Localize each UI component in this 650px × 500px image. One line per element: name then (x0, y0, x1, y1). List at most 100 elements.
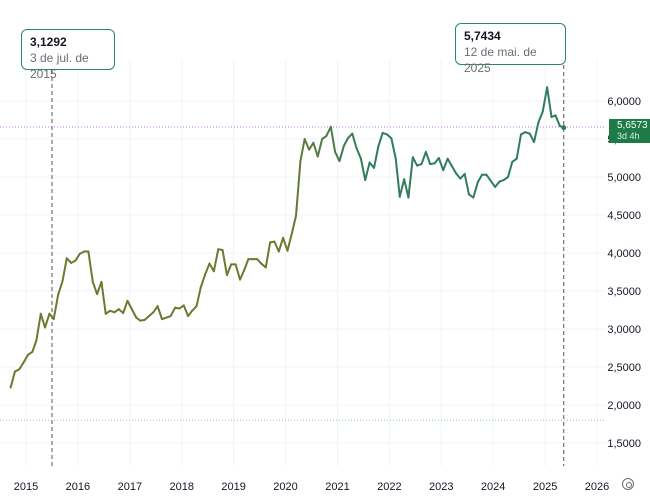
price-line-segment (156, 305, 163, 321)
price-line-segment (87, 250, 94, 283)
start-marker-date: 3 de jul. de 2015 (30, 51, 89, 81)
price-line-segment (411, 156, 419, 167)
price-line-segment (169, 306, 177, 318)
last-price-tag: 5,6573 3d 4h (609, 119, 650, 143)
price-line-segment (342, 137, 349, 147)
price-line-segment (442, 157, 449, 172)
settings-icon[interactable] (622, 478, 634, 490)
price-line-segment (44, 312, 51, 329)
price-line-segment (537, 110, 544, 124)
x-tick-label: 2026 (585, 481, 609, 493)
y-axis: 1,5000 2,0000 2,5000 3,0000 3,5000 4,0000 4,50… (607, 96, 641, 450)
price-line-segment (403, 178, 410, 199)
x-tick-label: 2021 (325, 481, 349, 493)
x-tick-label: 2017 (118, 481, 142, 493)
price-line-segment (533, 121, 540, 144)
price-line-segment (277, 236, 285, 253)
price-line-segment (420, 150, 427, 166)
price-line-segment (338, 144, 345, 163)
price-line-segment (191, 305, 198, 312)
price-line-segment (242, 258, 250, 272)
price-line-segment (355, 147, 362, 160)
reference-lines (0, 65, 606, 466)
price-line-segment (334, 150, 341, 163)
price-line-segment (199, 273, 207, 289)
y-tick-label: 2,5000 (607, 362, 641, 374)
price-line-segment (264, 241, 272, 269)
x-tick-label: 2016 (66, 481, 90, 493)
last-price-point (561, 125, 567, 131)
grid (0, 60, 606, 466)
price-line-segment (364, 161, 371, 182)
price-line-segment (515, 133, 522, 160)
y-tick-label: 5,0000 (607, 172, 641, 184)
start-marker-value: 3,1292 (30, 35, 67, 49)
price-line-segment (74, 252, 81, 262)
end-marker-date: 12 de mai. de 2025 (464, 45, 537, 75)
x-tick-label: 2018 (170, 481, 194, 493)
price-line-segment (507, 160, 514, 178)
price-line-segment (489, 179, 497, 188)
price-line (9, 86, 567, 389)
price-line-segment (312, 141, 319, 158)
price-line-segment (424, 150, 432, 166)
price-line-segment (187, 309, 194, 318)
price-line-segment (494, 180, 501, 188)
price-line-segment (351, 132, 358, 150)
price-line-segment (239, 269, 245, 281)
price-line-segment (308, 141, 315, 151)
end-marker-tooltip: 5,7434 12 de mai. de 2025 (455, 23, 566, 75)
price-line-segment (57, 280, 64, 296)
x-tick-label: 2024 (481, 481, 505, 493)
price-line-segment (295, 160, 302, 217)
price-line-segment (407, 156, 414, 199)
price-line-segment (546, 86, 553, 118)
y-tick-label: 6,0000 (607, 96, 641, 108)
price-line-segment (273, 240, 280, 253)
price-line-segment (195, 286, 202, 308)
last-price-value: 5,6573 (617, 120, 648, 131)
x-tick-label: 2019 (221, 481, 245, 493)
x-tick-label: 2025 (533, 481, 557, 493)
price-line-segment (541, 86, 549, 113)
price-line-segment (316, 138, 324, 158)
price-line-segment (299, 138, 306, 163)
x-axis: 2015 2016 2017 2018 2019 2020 2021 2022 2023 2024… (14, 481, 609, 493)
x-tick-label: 2023 (429, 481, 453, 493)
y-tick-label: 3,5000 (607, 286, 641, 298)
price-line-segment (377, 131, 384, 148)
price-line-segment (130, 308, 138, 319)
price-line-segment (212, 248, 220, 273)
price-line-segment (39, 312, 47, 329)
price-line-segment (437, 157, 445, 172)
price-line-segment (554, 114, 561, 128)
price-line-segment (450, 164, 458, 175)
price-line-segment (35, 312, 42, 342)
price-line-segment (122, 299, 129, 315)
price-line-segment (329, 125, 337, 153)
last-price-time: 3d 4h (617, 131, 640, 141)
price-line-segment (398, 178, 406, 198)
price-line-segment (182, 304, 190, 318)
start-marker-tooltip: 3,1292 3 de jul. de 2015 (21, 29, 115, 81)
price-line-segment (22, 353, 29, 364)
price-line-segment (455, 172, 462, 180)
price-line-segment (225, 263, 233, 277)
y-tick-label: 1,5000 (607, 438, 641, 450)
price-line-segment (31, 339, 38, 353)
price-line-segment (52, 293, 60, 321)
price-line-segment (204, 262, 211, 276)
price-line-segment (390, 137, 397, 160)
price-line-segment (18, 361, 25, 371)
price-line-segment (65, 257, 73, 264)
price-line-segment (446, 157, 453, 167)
x-tick-label: 2015 (14, 481, 38, 493)
price-line-segment (256, 258, 263, 265)
price-line-segment (303, 138, 311, 151)
price-line-segment (394, 157, 401, 198)
y-tick-label: 2,0000 (607, 400, 641, 412)
y-tick-label: 4,0000 (607, 248, 641, 260)
price-line-segment (91, 280, 99, 296)
end-marker-value: 5,7434 (464, 29, 501, 43)
